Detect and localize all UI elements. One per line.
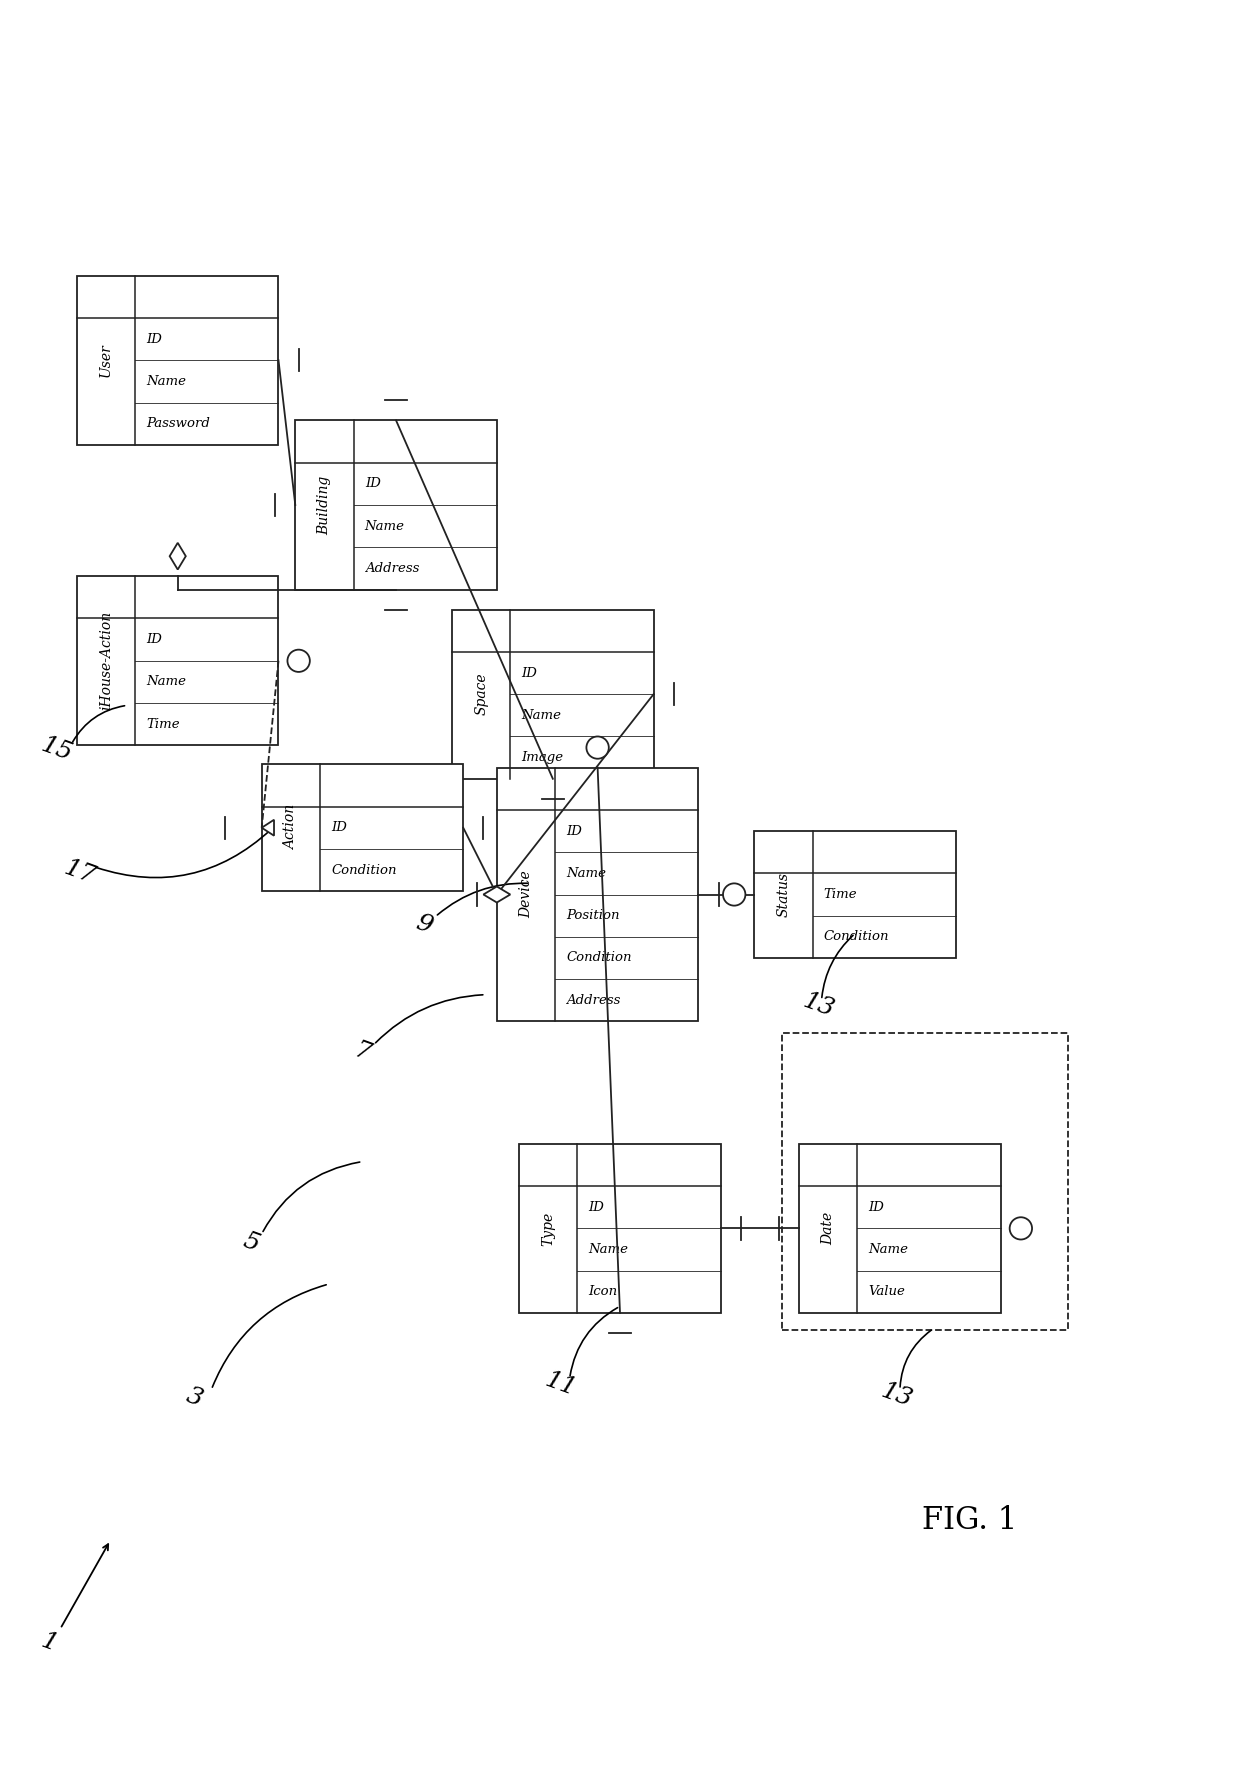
Text: Password: Password [146,417,211,429]
Text: Device: Device [520,871,533,918]
Text: Name: Name [589,1243,629,1256]
Text: Position: Position [567,909,620,921]
Text: Image: Image [522,751,564,764]
Text: User: User [99,343,113,377]
Text: ID: ID [331,821,347,834]
Text: 13: 13 [878,1379,915,1412]
Text: Condition: Condition [331,864,397,877]
Bar [77,576,279,746]
Bar [497,767,698,1022]
Text: ID: ID [146,633,162,646]
Circle shape [587,737,609,759]
Text: Address: Address [567,993,621,1007]
Text: Condition: Condition [567,952,631,964]
Polygon shape [484,887,511,902]
Text: Name: Name [567,868,606,880]
Text: 5: 5 [239,1229,262,1256]
Text: Time: Time [823,887,857,902]
Text: ID: ID [589,1200,605,1213]
Text: Name: Name [522,708,562,721]
Circle shape [288,649,310,673]
Text: Name: Name [365,519,404,533]
Text: Date: Date [821,1211,836,1245]
Text: 11: 11 [542,1369,579,1401]
Text: Condition: Condition [823,930,889,943]
Circle shape [1009,1217,1032,1240]
Text: Time: Time [146,717,180,730]
Bar [295,420,497,590]
Text: Value: Value [868,1285,905,1299]
Text: 15: 15 [37,733,76,766]
Text: Name: Name [146,376,186,388]
Text: Status: Status [776,871,790,918]
Bar [754,832,956,957]
Text: ID: ID [522,667,537,680]
Text: 13: 13 [799,989,837,1022]
Bar [782,1032,1068,1329]
Text: 1: 1 [37,1630,61,1657]
Text: Space: Space [474,673,489,716]
Bar [453,610,653,778]
Text: ID: ID [868,1200,884,1213]
Text: ID: ID [567,825,582,837]
Text: Name: Name [146,676,186,689]
Circle shape [723,884,745,905]
Text: iHouse-Action: iHouse-Action [99,612,113,710]
Text: 17: 17 [61,855,98,889]
Bar [262,764,464,891]
Text: Building: Building [317,476,331,535]
Text: Name: Name [868,1243,909,1256]
Text: 7: 7 [351,1039,374,1066]
Text: Action: Action [284,805,298,850]
Polygon shape [262,819,274,835]
Text: Type: Type [542,1211,556,1245]
Text: Address: Address [365,562,419,574]
Text: Icon: Icon [589,1285,618,1299]
Polygon shape [170,542,186,569]
Bar [520,1143,720,1313]
Text: ID: ID [146,333,162,345]
Bar [77,276,279,445]
Bar [799,1143,1001,1313]
Text: 9: 9 [413,911,435,939]
Text: FIG. 1: FIG. 1 [923,1505,1018,1537]
Text: ID: ID [365,478,381,490]
Text: 3: 3 [184,1385,206,1412]
